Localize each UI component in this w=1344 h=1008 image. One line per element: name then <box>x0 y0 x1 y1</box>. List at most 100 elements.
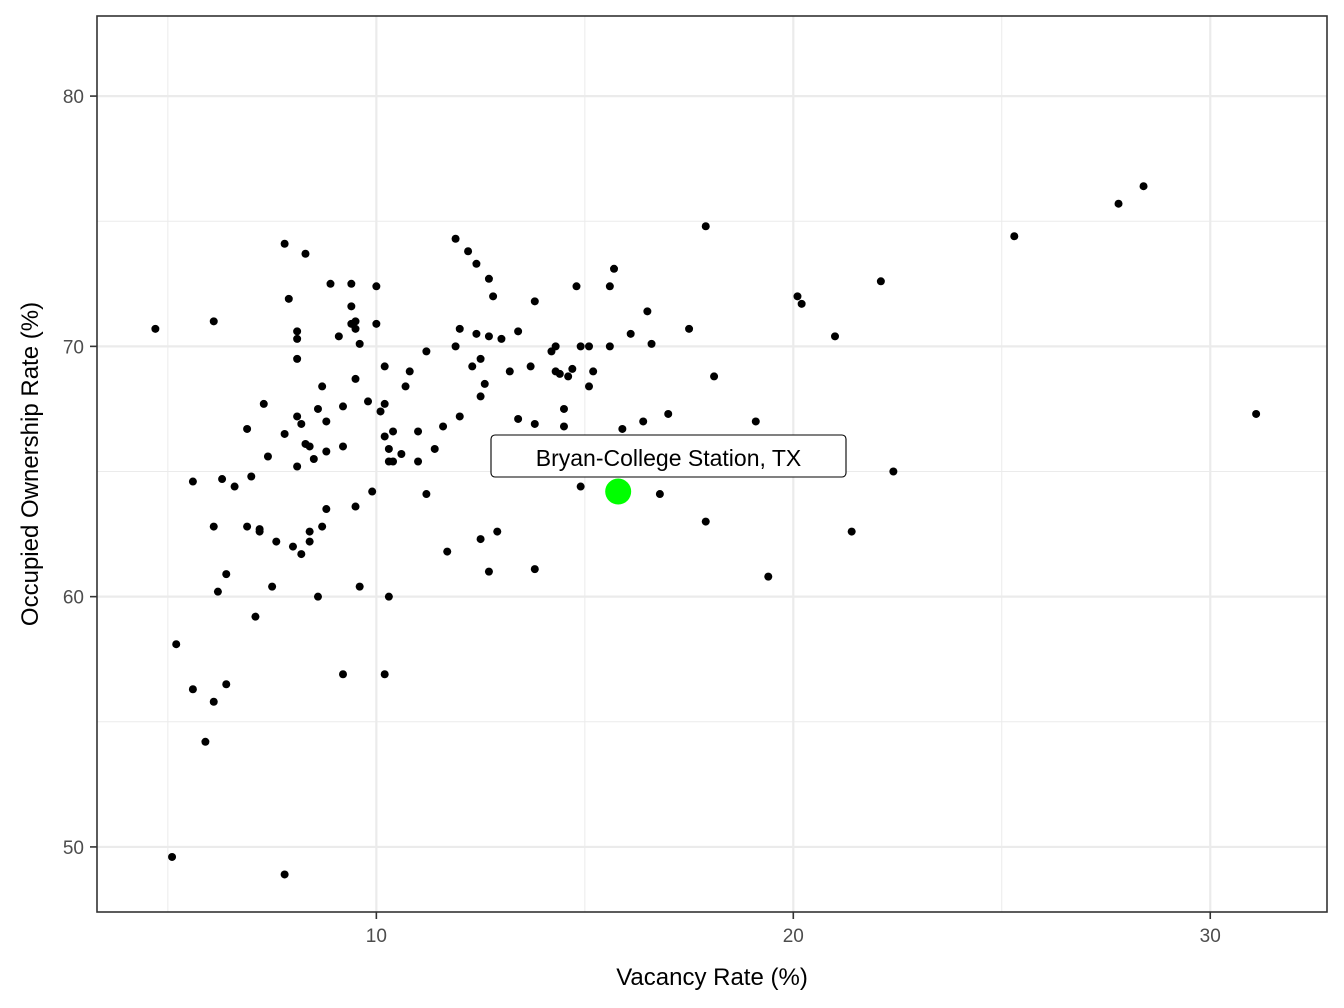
data-point <box>247 472 256 481</box>
panel-border <box>96 15 1328 913</box>
data-point <box>468 362 477 371</box>
data-point <box>293 327 302 336</box>
data-point <box>764 572 773 581</box>
data-point <box>305 527 314 536</box>
data-point <box>318 522 327 531</box>
data-point <box>213 587 222 596</box>
data-point <box>414 457 423 466</box>
data-point <box>384 592 393 601</box>
data-point <box>389 457 398 466</box>
y-axis: 50 60 70 80 <box>63 87 97 859</box>
data-point <box>355 339 364 348</box>
data-point <box>710 372 719 381</box>
x-axis: 10 20 30 <box>366 912 1221 947</box>
annotation-box <box>490 434 847 478</box>
data-point <box>188 477 197 486</box>
data-point <box>339 442 347 451</box>
data-points <box>151 182 1261 879</box>
data-point <box>476 354 485 363</box>
data-point <box>526 362 535 371</box>
data-point <box>351 374 360 383</box>
data-point <box>380 399 389 408</box>
data-point <box>530 297 539 306</box>
data-point <box>476 392 485 401</box>
x-tick-label: 30 <box>1200 926 1221 947</box>
data-point <box>305 442 314 451</box>
data-point <box>414 427 423 436</box>
data-point <box>397 449 406 458</box>
data-point <box>351 324 360 333</box>
data-point <box>268 582 277 591</box>
data-point <box>297 419 306 428</box>
data-point <box>351 317 360 326</box>
grid-minor <box>97 16 1327 912</box>
data-point <box>555 369 564 378</box>
data-point <box>647 339 656 348</box>
data-point <box>322 417 331 426</box>
data-point <box>280 239 289 248</box>
y-tick-label: 60 <box>63 588 84 609</box>
data-point <box>297 550 306 559</box>
data-point <box>243 522 252 531</box>
data-point <box>876 277 885 286</box>
data-point <box>655 490 664 499</box>
data-point <box>793 292 802 301</box>
data-point <box>209 697 218 706</box>
data-point <box>568 364 577 373</box>
y-tick-label: 80 <box>63 87 84 108</box>
data-point <box>472 329 481 338</box>
data-point <box>451 342 460 351</box>
data-point <box>351 502 360 511</box>
data-point <box>439 422 448 431</box>
data-point <box>334 332 343 341</box>
data-point <box>572 282 581 291</box>
data-point <box>376 407 385 416</box>
data-point <box>272 537 281 546</box>
data-point <box>576 342 585 351</box>
x-tick-label: 10 <box>366 926 387 947</box>
data-point <box>188 685 197 694</box>
data-point <box>209 317 218 326</box>
data-point <box>380 432 389 441</box>
data-point <box>280 429 289 438</box>
data-point <box>685 324 694 333</box>
data-point <box>484 332 493 341</box>
data-point <box>701 222 710 231</box>
data-point <box>476 535 485 544</box>
data-point <box>618 424 627 433</box>
data-point <box>422 490 431 499</box>
data-point <box>339 670 347 679</box>
y-axis-title: Occupied Ownership Rate (%) <box>17 302 44 626</box>
data-point <box>293 412 302 421</box>
data-point <box>313 404 322 413</box>
data-point <box>514 414 523 423</box>
data-point <box>372 319 381 328</box>
data-point <box>455 412 464 421</box>
data-point <box>1010 232 1019 241</box>
data-point <box>222 680 231 689</box>
data-point <box>293 334 302 343</box>
data-point <box>355 582 364 591</box>
data-point <box>263 452 272 461</box>
data-point <box>530 419 539 428</box>
x-tick-label: 20 <box>783 926 804 947</box>
data-point <box>368 487 377 496</box>
annotation-label: Bryan-College Station, TX <box>490 434 847 478</box>
data-point <box>701 517 710 526</box>
data-point <box>480 379 489 388</box>
data-point <box>401 382 410 391</box>
data-point <box>151 324 160 333</box>
data-point <box>293 354 302 363</box>
data-point <box>422 347 431 356</box>
y-tick-label: 70 <box>63 337 84 358</box>
data-point <box>305 537 314 546</box>
highlight-point <box>605 478 632 505</box>
data-point <box>497 334 506 343</box>
data-point <box>664 409 673 418</box>
data-point <box>514 327 523 336</box>
data-point <box>559 422 568 431</box>
data-point <box>626 329 635 338</box>
data-point <box>1252 409 1261 418</box>
data-point <box>605 342 614 351</box>
data-point <box>797 299 806 308</box>
